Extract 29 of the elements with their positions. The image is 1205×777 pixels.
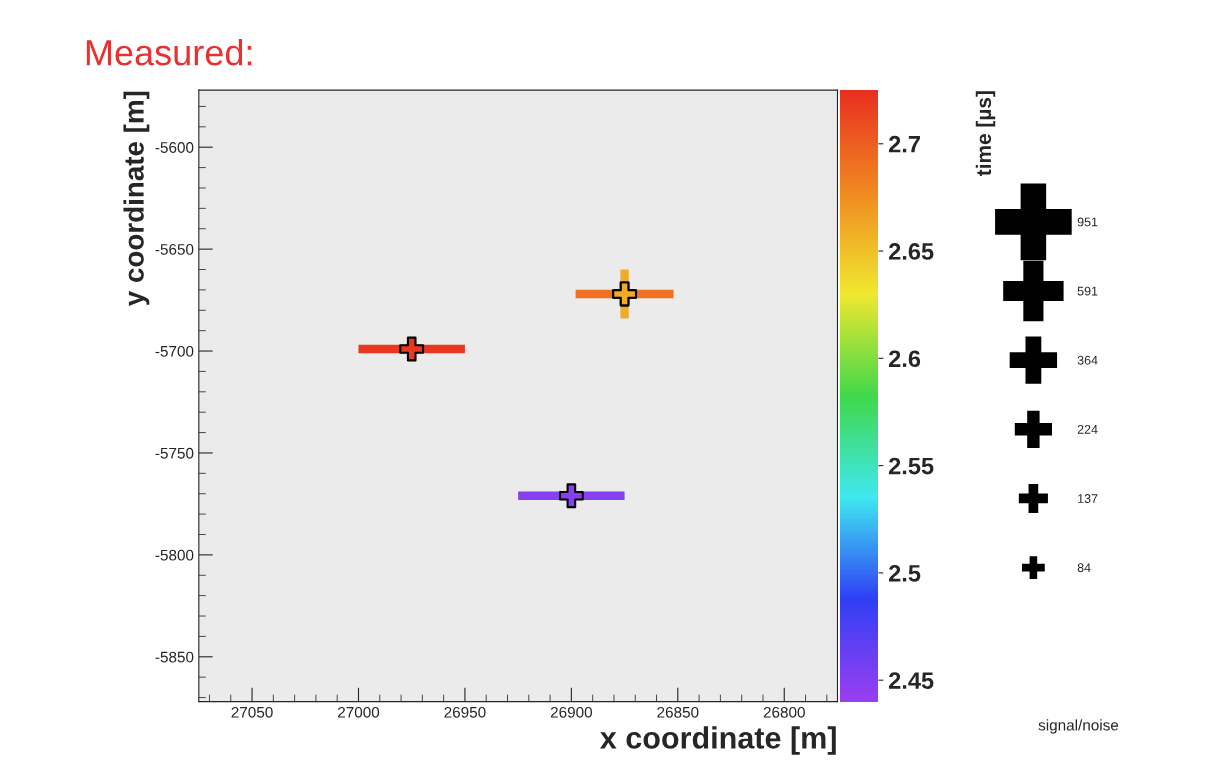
legend-title: signal/noise [1038, 719, 1119, 734]
color-bar-title: time [µs] [975, 91, 996, 176]
y-tick-label: -5750 [155, 447, 194, 459]
x-tick-label: 26800 [763, 706, 805, 718]
color-bar-label: 2.65 [888, 243, 934, 260]
color-bar-label: 2.55 [888, 457, 934, 475]
legend-label: 364 [1077, 355, 1098, 365]
y-tick-label: -5650 [155, 243, 194, 255]
legend-label: 951 [1077, 217, 1098, 227]
color-bar-label: 2.45 [888, 672, 934, 689]
x-tick-label: 26900 [550, 706, 593, 718]
legend-label: 84 [1077, 563, 1091, 573]
legend-label: 591 [1077, 286, 1098, 296]
x-tick-label: 27000 [338, 706, 380, 718]
color-bar-label: 2.6 [888, 350, 921, 368]
x-tick-label: 26950 [444, 706, 486, 718]
x-tick-label: 27050 [231, 706, 273, 718]
chart-title: Measured: [86, 38, 252, 66]
y-axis-title: y coordinate [m] [123, 91, 150, 306]
color-bar-label: 2.5 [888, 564, 921, 582]
y-tick-label: -5600 [155, 142, 194, 153]
legend-label: 224 [1077, 424, 1098, 434]
y-tick-label: -5700 [155, 345, 194, 357]
legend-label: 137 [1078, 494, 1098, 503]
y-tick-label: -5800 [155, 549, 194, 561]
color-bar-label: 2.7 [888, 135, 920, 153]
x-axis-title: x coordinate [m] [600, 726, 836, 755]
y-tick-label: -5850 [155, 651, 194, 663]
x-tick-label: 26850 [657, 706, 699, 718]
